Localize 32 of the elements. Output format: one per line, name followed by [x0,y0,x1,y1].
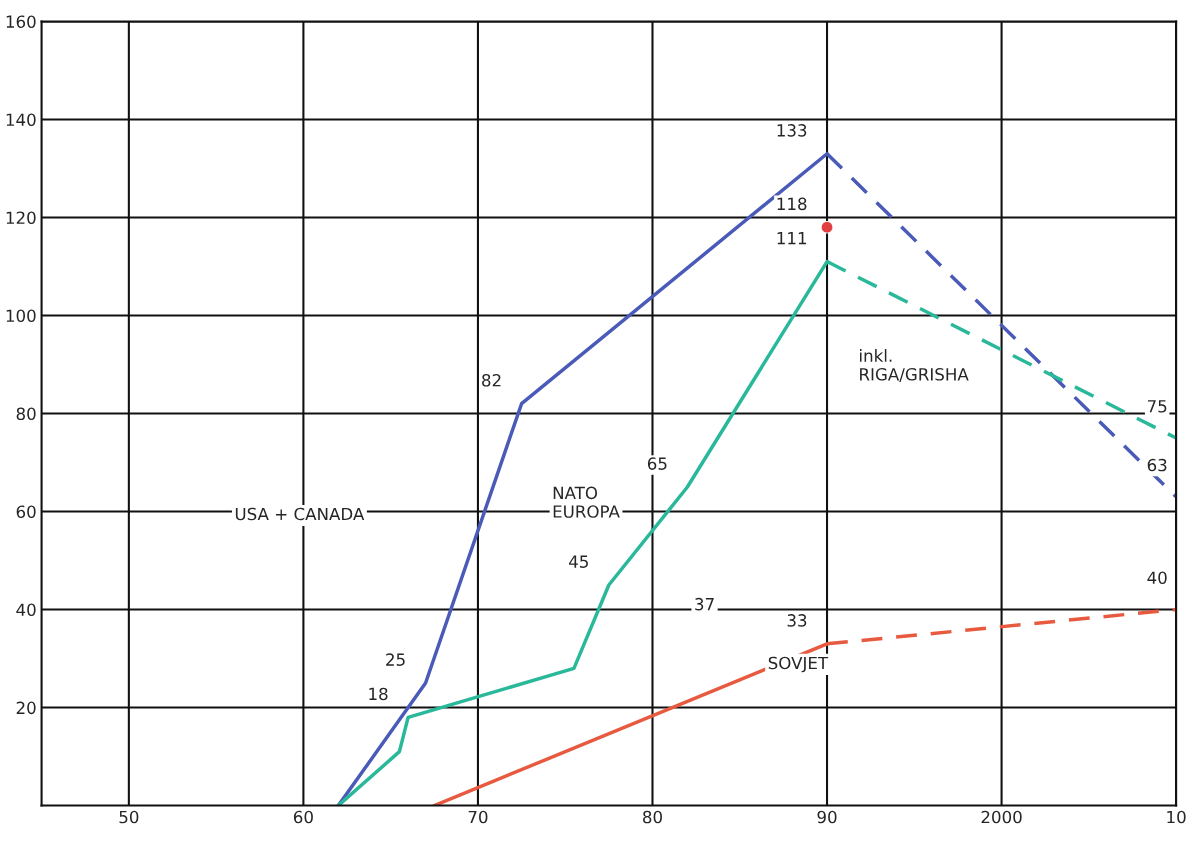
data-label: 33 [787,614,807,627]
x-tick-label: 70 [468,810,488,824]
data-label: 118 [777,197,807,211]
x-tick-label: 80 [643,810,662,824]
y-tick-label: 80 [16,407,36,421]
data-label: 75 [1147,400,1167,413]
y-tick-label: 20 [16,701,36,715]
y-tick-label: 140 [6,113,36,127]
x-tick-label: 90 [817,810,837,824]
x-tick-label: 50 [119,810,139,824]
annotation: inkl. RIGA/GRISHA [860,349,969,382]
annotation: USA + CANADA [235,507,365,521]
annotation: SOVJET [768,656,829,673]
y-tick-label: 40 [16,603,36,617]
y-tick-label: 60 [16,505,36,519]
x-tick-label: 10 [1167,810,1186,824]
data-label: 45 [569,555,588,568]
data-label: 111 [777,232,807,245]
y-tick-label: 100 [6,309,36,323]
x-tick-label: 60 [293,810,313,824]
annotation: 37 [695,597,714,611]
annotation: NATO EUROPA [553,486,620,518]
data-label: 18 [369,687,388,701]
data-label: 82 [482,373,501,387]
y-tick-label: 160 [6,15,36,28]
data-label: 65 [647,457,667,470]
data-label: 133 [777,124,807,137]
data-label: 63 [1147,458,1167,472]
x-tick-label: 2000 [981,810,1022,824]
data-label: 25 [386,653,405,666]
data-label: 40 [1147,571,1167,585]
y-tick-label: 120 [6,211,36,225]
